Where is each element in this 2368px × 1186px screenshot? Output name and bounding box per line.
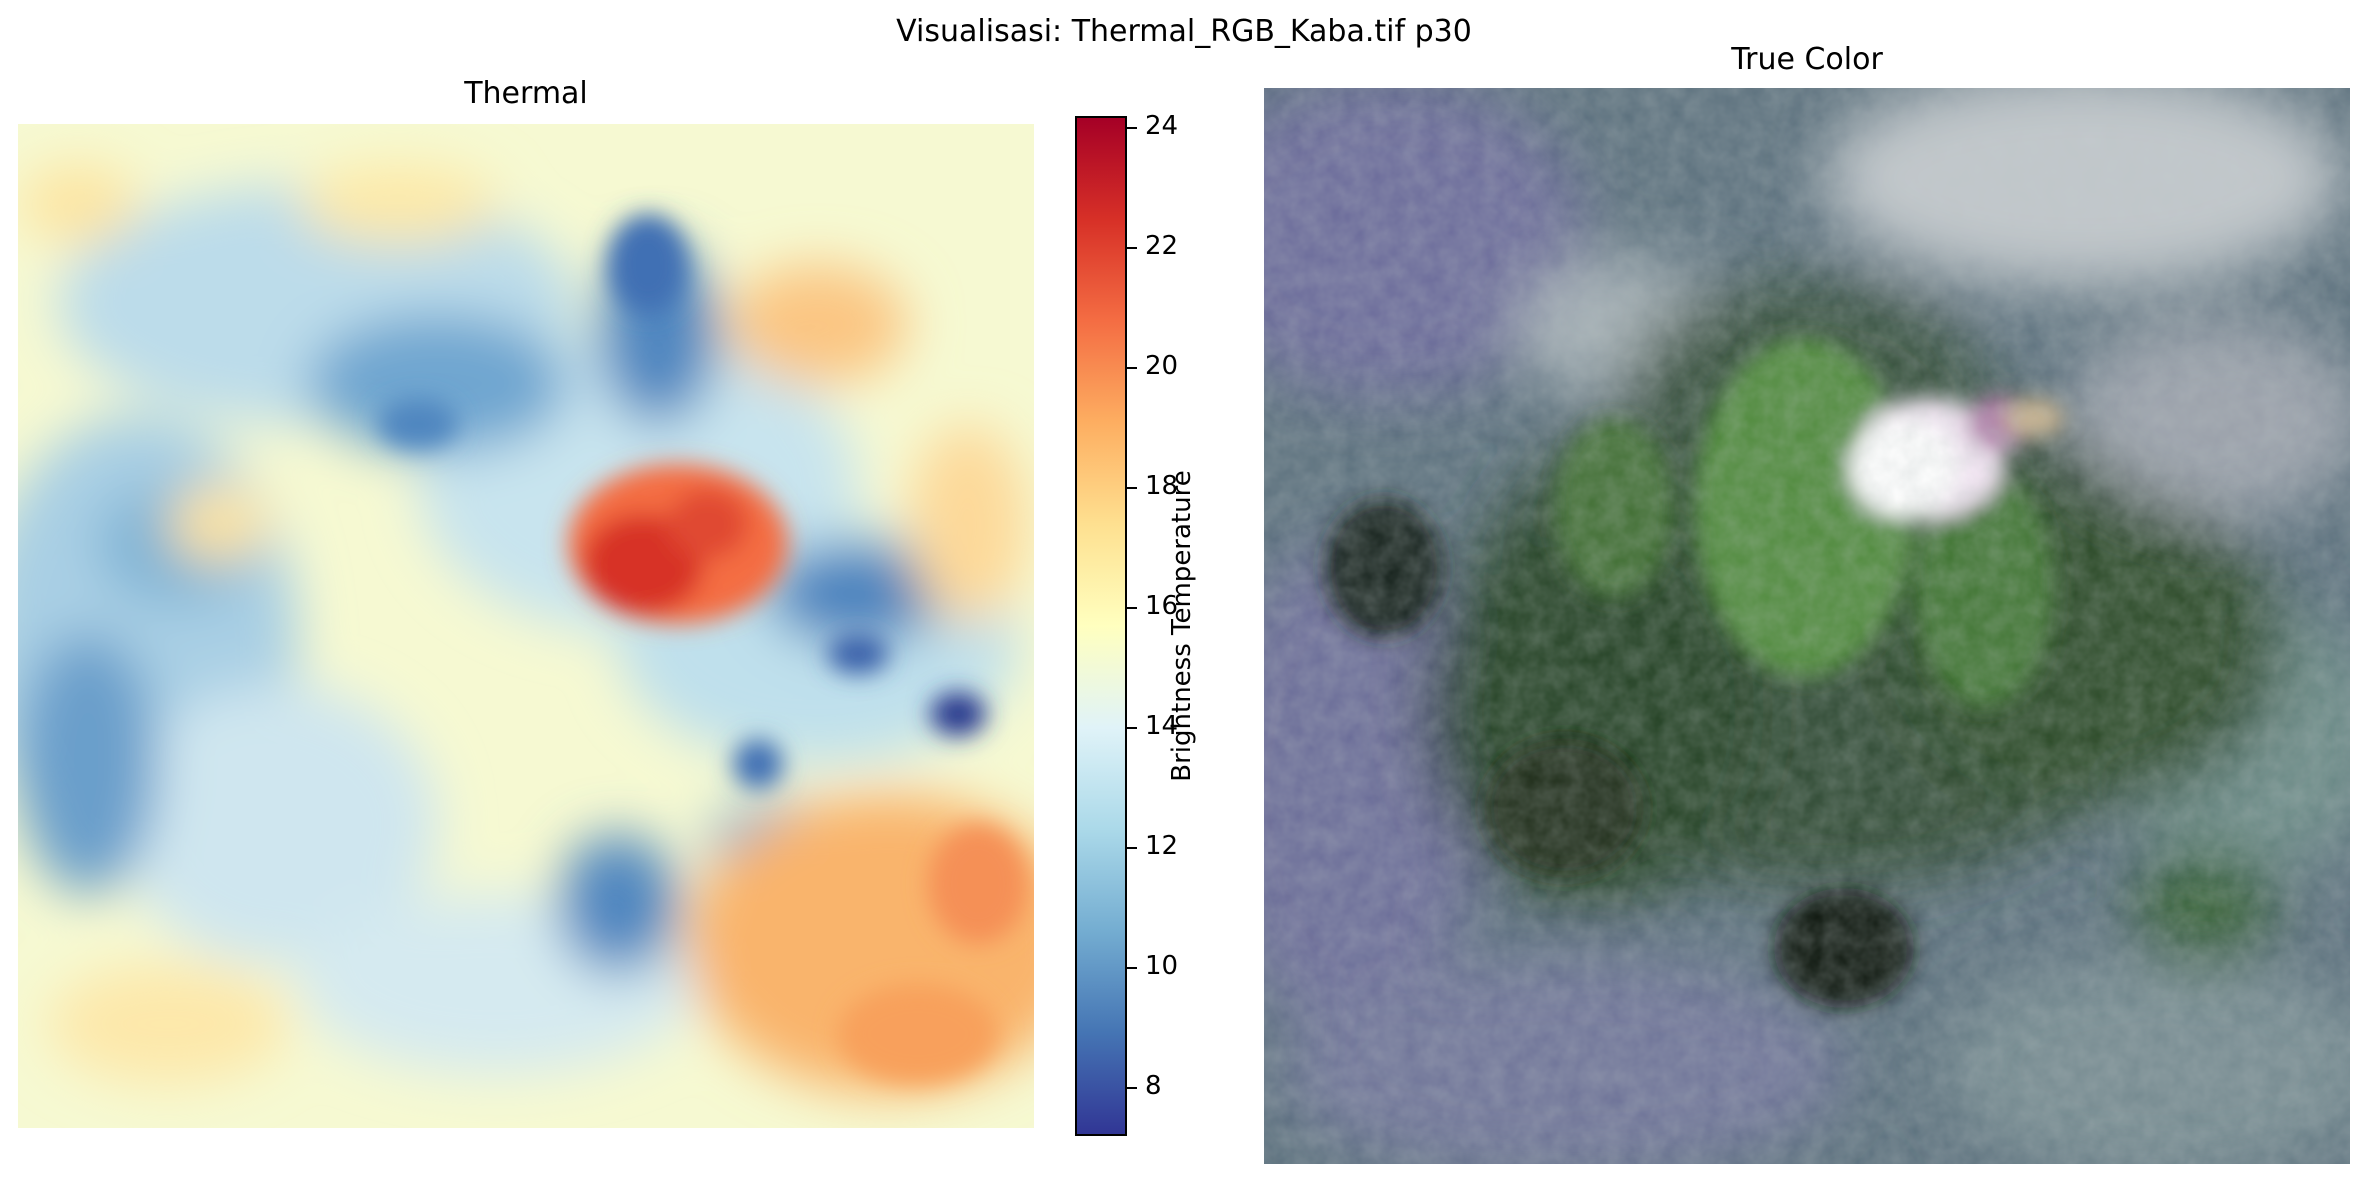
colorbar-tick-label: 16 bbox=[1145, 591, 1179, 621]
colorbar-tick-mark bbox=[1127, 607, 1137, 609]
colorbar-tick-label: 10 bbox=[1145, 951, 1179, 981]
colorbar-ticks: 8 10 12 14 16 18 20 22 24 bbox=[1127, 111, 1247, 1136]
colorbar-tick-mark bbox=[1127, 127, 1137, 129]
colorbar-tick-mark bbox=[1127, 367, 1137, 369]
thermal-image bbox=[18, 124, 1034, 1128]
colorbar-tick-label: 24 bbox=[1145, 111, 1179, 141]
colorbar-tick-label: 12 bbox=[1145, 831, 1179, 861]
thermal-panel-title: Thermal bbox=[464, 76, 588, 111]
colorbar bbox=[1075, 116, 1127, 1136]
colorbar-label: Brightness Temperature bbox=[1167, 470, 1197, 782]
colorbar-tick-label: 20 bbox=[1145, 351, 1179, 381]
figure-title: Visualisasi: Thermal_RGB_Kaba.tif p30 bbox=[896, 14, 1472, 49]
colorbar-tick-mark bbox=[1127, 1087, 1137, 1089]
colorbar-tick-mark bbox=[1127, 847, 1137, 849]
colorbar-tick-mark bbox=[1127, 487, 1137, 489]
colorbar-tick-mark bbox=[1127, 247, 1137, 249]
colorbar-tick-label: 22 bbox=[1145, 231, 1179, 261]
colorbar-tick-label: 8 bbox=[1145, 1071, 1162, 1101]
true-color-image bbox=[1264, 88, 2350, 1164]
colorbar-tick-label: 18 bbox=[1145, 471, 1179, 501]
colorbar-tick-mark bbox=[1127, 967, 1137, 969]
colorbar-tick-mark bbox=[1127, 727, 1137, 729]
true-color-panel-title: True Color bbox=[1731, 42, 1883, 77]
colorbar-tick-label: 14 bbox=[1145, 711, 1179, 741]
